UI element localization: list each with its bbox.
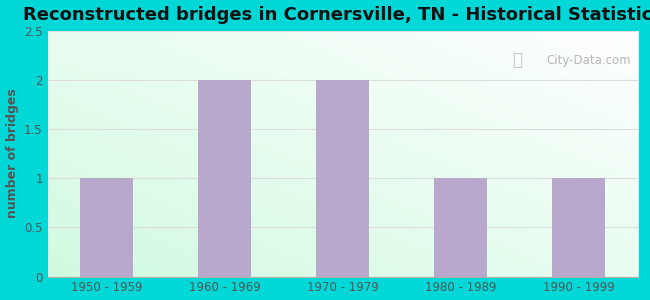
Bar [198, 80, 252, 277]
Title: Reconstructed bridges in Cornersville, TN - Historical Statistics: Reconstructed bridges in Cornersville, T… [23, 6, 650, 24]
Bar [552, 178, 605, 277]
Text: Ⓜ: Ⓜ [512, 51, 522, 69]
Bar [80, 178, 133, 277]
Bar [434, 178, 488, 277]
Bar [316, 80, 369, 277]
Text: City-Data.com: City-Data.com [547, 54, 631, 67]
Y-axis label: number of bridges: number of bridges [6, 89, 19, 218]
